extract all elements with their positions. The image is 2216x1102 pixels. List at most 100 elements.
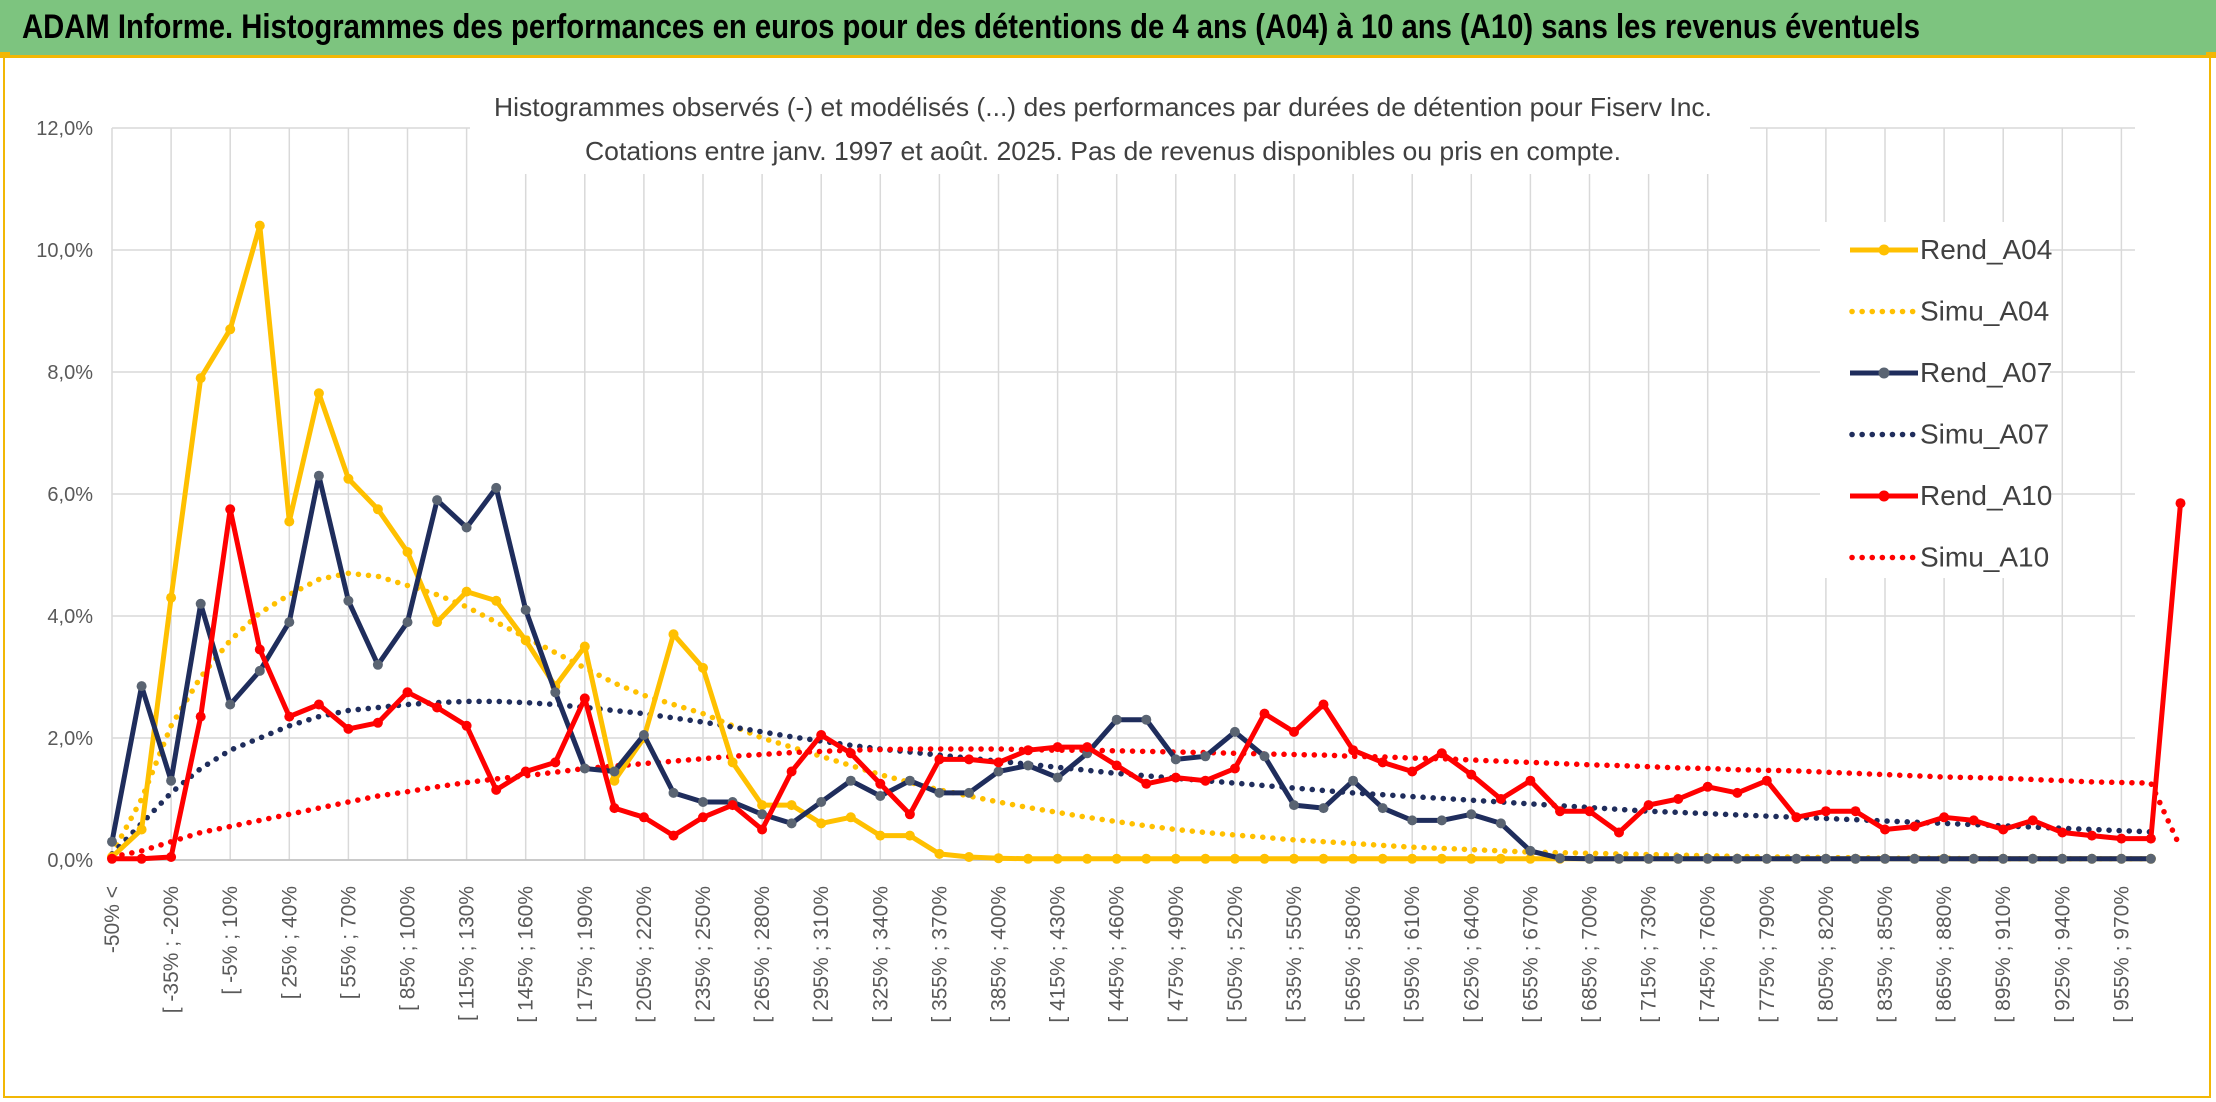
data-point xyxy=(1732,853,1743,864)
data-point xyxy=(698,662,708,673)
x-tick-label: [ 955% ; 970% xyxy=(2110,886,2133,1023)
series-line xyxy=(109,570,2154,862)
data-point xyxy=(2027,853,2038,864)
data-point xyxy=(1791,853,1802,864)
x-tick-label: [ 355% ; 370% xyxy=(928,886,951,1023)
data-point xyxy=(520,604,531,615)
series-layer xyxy=(107,220,2186,864)
series-line xyxy=(109,473,2151,862)
data-point xyxy=(934,848,945,859)
legend-item: Simu_A07 xyxy=(1849,419,2049,450)
data-point xyxy=(1939,812,1950,823)
data-point xyxy=(1407,853,1418,864)
x-tick-label: [ 25% ; 40% xyxy=(278,886,301,999)
data-point xyxy=(491,595,502,606)
data-point xyxy=(1111,760,1122,771)
data-point xyxy=(1791,812,1802,823)
x-tick-label: [ 295% ; 310% xyxy=(810,886,833,1023)
data-point xyxy=(372,659,383,670)
data-point xyxy=(1673,794,1684,804)
data-point xyxy=(1348,745,1359,756)
data-point xyxy=(343,595,354,606)
data-point xyxy=(1643,800,1654,811)
data-point xyxy=(2086,853,2097,864)
x-tick-label: [ 325% ; 340% xyxy=(869,886,892,1023)
x-tick-label: [ 655% ; 670% xyxy=(1519,886,1542,1023)
data-point xyxy=(1407,815,1418,826)
data-point xyxy=(845,812,856,823)
data-point xyxy=(2027,815,2038,826)
data-point xyxy=(579,763,590,774)
data-point xyxy=(2145,853,2156,864)
data-point xyxy=(284,516,295,527)
data-point xyxy=(2116,833,2127,844)
data-point xyxy=(1259,853,1270,864)
series-line xyxy=(109,698,2154,857)
data-point xyxy=(638,730,649,740)
data-point xyxy=(816,818,827,829)
data-point xyxy=(993,766,1004,777)
y-tick-label: 0,0% xyxy=(47,850,93,872)
data-point xyxy=(1555,853,1565,864)
data-point xyxy=(934,787,945,798)
data-point xyxy=(1318,699,1329,710)
data-point xyxy=(1318,853,1329,864)
data-point xyxy=(845,775,856,786)
series-line xyxy=(109,746,2184,860)
data-point xyxy=(1200,751,1211,762)
data-point xyxy=(1407,766,1418,777)
data-point xyxy=(1289,726,1299,737)
legend-item: Simu_A04 xyxy=(1849,296,2049,327)
data-point xyxy=(1377,757,1388,768)
data-point xyxy=(875,830,886,841)
legend-label: Simu_A04 xyxy=(1920,296,2049,327)
x-tick-label: [ 85% ; 100% xyxy=(397,886,420,1011)
data-point xyxy=(372,717,383,728)
legend-marker xyxy=(1878,490,1890,502)
data-point xyxy=(1289,800,1299,811)
legend-marker xyxy=(1878,367,1890,379)
data-point xyxy=(432,617,443,628)
data-point xyxy=(1584,806,1595,817)
data-point xyxy=(904,809,915,820)
data-point xyxy=(1141,778,1152,789)
data-point xyxy=(668,830,679,841)
data-point xyxy=(461,522,472,533)
data-point xyxy=(993,853,1004,864)
data-point xyxy=(491,482,502,493)
data-point xyxy=(1495,853,1506,864)
data-point xyxy=(993,757,1004,768)
data-point xyxy=(1082,742,1093,753)
series-Simu_A10 xyxy=(109,746,2184,860)
legend-label: Simu_A10 xyxy=(1920,542,2049,573)
data-point xyxy=(1348,853,1359,864)
x-tick-label: [ 175% ; 190% xyxy=(574,886,597,1023)
x-tick-label: [ 625% ; 640% xyxy=(1460,886,1483,1023)
data-point xyxy=(1466,769,1477,780)
data-point xyxy=(1200,853,1211,864)
x-tick-label: [ 715% ; 730% xyxy=(1638,886,1661,1023)
data-point xyxy=(225,324,236,335)
data-point xyxy=(1880,853,1890,864)
data-point xyxy=(964,787,974,798)
data-point xyxy=(432,495,443,506)
data-point xyxy=(313,699,324,710)
data-point xyxy=(964,754,974,765)
y-tick-label: 10,0% xyxy=(36,240,93,262)
data-point xyxy=(2145,833,2156,844)
legend-label: Rend_A10 xyxy=(1920,480,2052,511)
x-tick-label: [ 535% ; 550% xyxy=(1283,886,1306,1023)
data-point xyxy=(1850,806,1861,817)
corner-accent-right xyxy=(2206,52,2216,58)
data-point xyxy=(402,687,413,698)
data-point xyxy=(313,388,324,399)
data-point xyxy=(609,766,620,777)
data-point xyxy=(757,809,768,820)
data-point xyxy=(550,757,561,768)
data-point xyxy=(1377,853,1388,864)
data-point xyxy=(934,754,945,765)
data-point xyxy=(1998,853,2009,864)
x-tick-label: [ 865% ; 880% xyxy=(1933,886,1956,1023)
data-point xyxy=(1141,714,1152,725)
